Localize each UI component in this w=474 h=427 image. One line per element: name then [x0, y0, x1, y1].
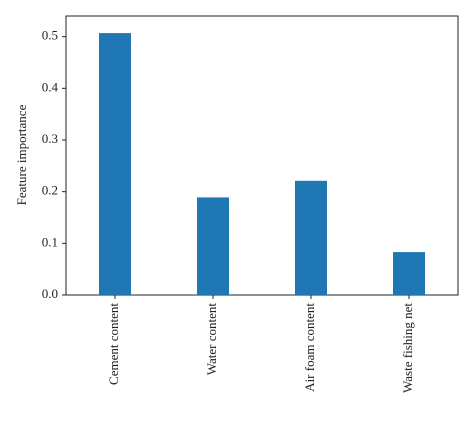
y-tick-label-5: 0.5: [42, 28, 58, 43]
bar-1: [197, 197, 229, 295]
bar-3: [393, 252, 425, 295]
bars-group: [99, 33, 425, 295]
y-axis: 0.0 0.1 0.2 0.3 0.4 0.5: [42, 28, 66, 301]
y-tick-label-4: 0.4: [42, 79, 59, 94]
bar-2: [295, 180, 327, 295]
y-tick-label-2: 0.2: [42, 183, 58, 198]
plot-frame: [65, 15, 459, 296]
y-tick-label-3: 0.3: [42, 131, 58, 146]
y-tick-label-0: 0.0: [42, 286, 58, 301]
x-axis: Cement content Water content Air foam cont…: [106, 295, 415, 393]
y-tick-label-1: 0.1: [42, 234, 58, 249]
x-tick-label-1: Water content: [204, 303, 219, 376]
x-tick-label-2: Air foam content: [302, 303, 317, 392]
x-tick-label-0: Cement content: [106, 303, 121, 385]
y-axis-title: Feature importance: [14, 104, 29, 205]
plot-area: [65, 15, 459, 296]
bar-0: [99, 33, 131, 295]
x-tick-label-3: Waste fishing net: [400, 303, 415, 393]
